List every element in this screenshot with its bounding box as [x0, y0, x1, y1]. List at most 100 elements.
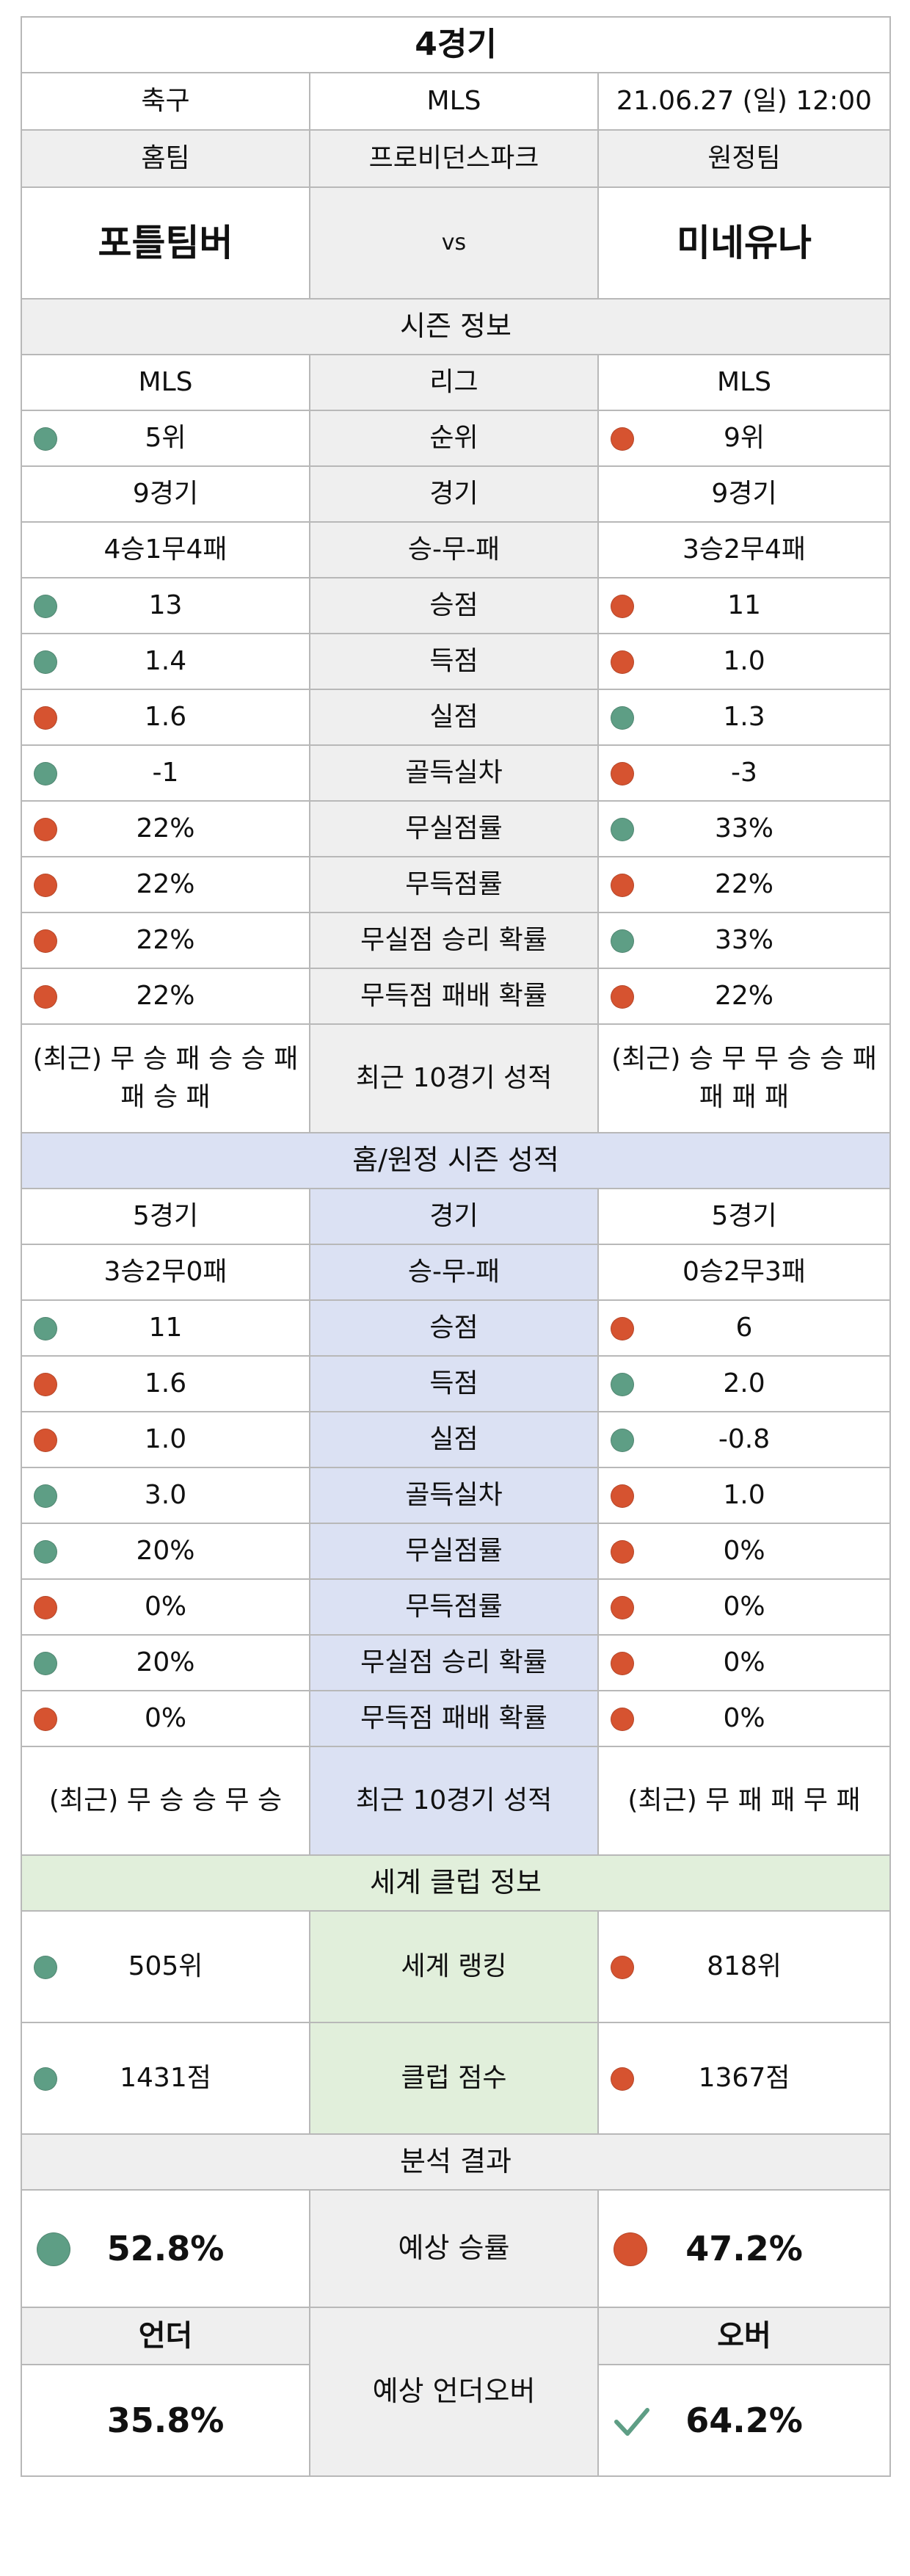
label-cell: 세계 랭킹 [309, 1910, 599, 2023]
away-cell: 6 [597, 1299, 892, 1357]
label-value: 승점 [429, 1312, 478, 1343]
stat-row: 505위 세계 랭킹 818위 [21, 1910, 892, 2023]
away-recent-homeaway: (최근) 무 패 패 무 패 [597, 1746, 892, 1856]
label-value: 승-무-패 [407, 534, 500, 565]
label-cell: 승-무-패 [309, 521, 599, 578]
home-indicator-dot-icon [34, 1429, 57, 1452]
home-value: 3승2무0패 [103, 1256, 228, 1287]
home-prob-dot-icon [37, 2232, 70, 2266]
label-value: 득점 [429, 1368, 478, 1398]
label-cell: 무실점률 [309, 1523, 599, 1580]
home-indicator-dot-icon [34, 1484, 57, 1508]
home-cell: 22% [21, 912, 310, 969]
recent-form-label: 최근 10경기 성적 [309, 1023, 599, 1133]
check-icon [614, 2408, 649, 2436]
label-value: 경기 [429, 478, 478, 509]
home-value: 3.0 [144, 1479, 187, 1510]
away-indicator-dot-icon [611, 650, 634, 674]
home-value: 20% [136, 1535, 195, 1566]
away-value: 0% [723, 1702, 765, 1733]
home-value: 22% [136, 868, 195, 899]
label-cell: 리그 [309, 354, 599, 411]
away-value: 0% [723, 1647, 765, 1677]
home-value: 1.6 [144, 1368, 187, 1398]
away-cell: 0% [597, 1578, 892, 1636]
label-cell: 무득점률 [309, 856, 599, 913]
league-cell: MLS [309, 72, 599, 131]
home-win-prob: 52.8% [21, 2189, 310, 2308]
stat-row: 0% 무득점 패배 확률 0% [21, 1690, 892, 1747]
win-prob-label: 예상 승률 [309, 2189, 599, 2308]
label-cell: 클럽 점수 [309, 2022, 599, 2135]
label-cell: 실점 [309, 1411, 599, 1468]
home-cell: 1.6 [21, 689, 310, 746]
stat-row: 1.6 실점 1.3 [21, 689, 892, 746]
stat-row: 4승1무4패 승-무-패 3승2무4패 [21, 521, 892, 578]
datetime-cell: 21.06.27 (일) 12:00 [597, 72, 892, 131]
away-value: 9경기 [711, 478, 777, 509]
away-value: 1.0 [723, 645, 765, 676]
away-cell: 818위 [597, 1910, 892, 2023]
label-value: 실점 [429, 1423, 478, 1454]
world-section-title: 세계 클럽 정보 [20, 1854, 892, 1912]
away-value: 33% [715, 813, 774, 843]
label-value: 승점 [429, 589, 478, 620]
away-value: 11 [727, 589, 761, 620]
home-win-prob-value: 52.8% [106, 2228, 225, 2268]
home-value: 11 [148, 1312, 183, 1343]
stat-row: 1.4 득점 1.0 [21, 633, 892, 690]
label-cell: 무실점 승리 확률 [309, 912, 599, 969]
home-value: 5위 [145, 422, 186, 453]
away-cell: 33% [597, 800, 892, 857]
label-value: 세계 랭킹 [401, 1951, 507, 1981]
home-value: 0% [144, 1591, 187, 1622]
home-indicator-dot-icon [34, 1596, 57, 1619]
home-indicator-dot-icon [34, 985, 57, 1009]
away-value: 0% [723, 1535, 765, 1566]
home-value: 1.0 [144, 1423, 187, 1454]
label-cell: 순위 [309, 410, 599, 467]
home-cell: 5경기 [21, 1188, 310, 1245]
away-cell: 0% [597, 1690, 892, 1747]
recent-homeaway-label: 최근 10경기 성적 [309, 1746, 599, 1856]
away-indicator-dot-icon [611, 985, 634, 1009]
home-cell: 11 [21, 1299, 310, 1357]
stat-row: 22% 무실점률 33% [21, 800, 892, 857]
away-cell: 1.3 [597, 689, 892, 746]
stat-row: 9경기 경기 9경기 [21, 465, 892, 523]
away-value: 1.3 [723, 701, 765, 732]
analysis-section-title: 분석 결과 [20, 2133, 892, 2191]
under-label: 언더 [21, 2307, 310, 2365]
home-cell: 0% [21, 1578, 310, 1636]
away-value: 2.0 [723, 1368, 765, 1398]
stat-row: 20% 무실점률 0% [21, 1523, 892, 1580]
away-cell: -3 [597, 744, 892, 802]
away-cell: 0승2무3패 [597, 1244, 892, 1301]
away-cell: 2.0 [597, 1355, 892, 1412]
away-indicator-dot-icon [611, 1596, 634, 1619]
away-cell: 0% [597, 1523, 892, 1580]
away-prob-dot-icon [614, 2232, 647, 2266]
home-value: 22% [136, 980, 195, 1011]
away-indicator-dot-icon [611, 706, 634, 730]
venue-cell: 프로비던스파크 [309, 129, 599, 188]
over-label: 오버 [597, 2307, 892, 2365]
home-value: 1.4 [144, 645, 187, 676]
match-sheet: 4경기 축구 MLS 21.06.27 (일) 12:00 홈팀 프로비던스파크… [20, 16, 892, 2477]
home-cell: 22% [21, 856, 310, 913]
label-cell: 무실점 승리 확률 [309, 1634, 599, 1691]
label-cell: 승-무-패 [309, 1244, 599, 1301]
home-cell: MLS [21, 354, 310, 411]
home-cell: 1.6 [21, 1355, 310, 1412]
away-cell: 1.0 [597, 1467, 892, 1524]
home-indicator-dot-icon [34, 874, 57, 897]
home-label: 홈팀 [21, 129, 310, 188]
label-cell: 실점 [309, 689, 599, 746]
home-indicator-dot-icon [34, 1373, 57, 1396]
away-indicator-dot-icon [611, 2067, 634, 2091]
home-cell: 9경기 [21, 465, 310, 523]
away-value: 5경기 [711, 1200, 777, 1231]
away-cell: MLS [597, 354, 892, 411]
away-team-name: 미네유나 [597, 186, 892, 300]
home-cell: 505위 [21, 1910, 310, 2023]
